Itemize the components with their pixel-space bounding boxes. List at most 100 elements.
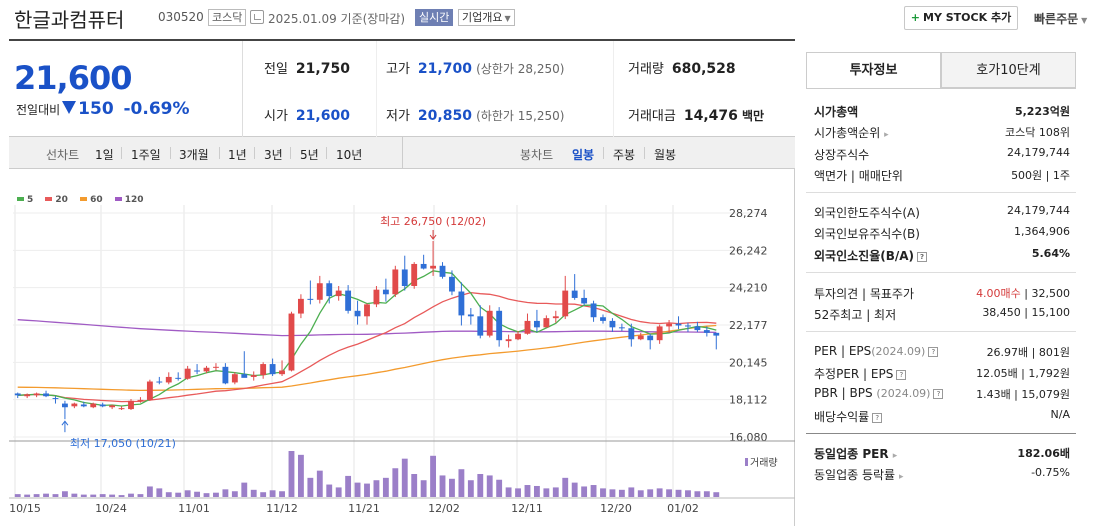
chevron-right-icon: ▸: [884, 130, 889, 140]
candle-body: [288, 313, 295, 371]
volume-bar: [524, 485, 531, 497]
pbr-year: (2024.09): [876, 387, 931, 400]
opinion-value: 4.00매수 | 32,500: [976, 287, 1070, 300]
overview-dropdown[interactable]: 기업개요 ▼: [458, 9, 515, 26]
divider: [170, 147, 171, 159]
volume-bar: [609, 489, 616, 497]
candle-body: [505, 339, 512, 342]
period-1d[interactable]: 1일: [95, 148, 114, 162]
divider: [290, 147, 291, 159]
help-icon[interactable]: ?: [896, 369, 907, 380]
down-triangle-icon: [62, 101, 77, 114]
candle-body: [241, 374, 248, 378]
x-tick-label: 10/15: [9, 502, 41, 515]
add-mystock-button[interactable]: + MY STOCK 추가: [904, 6, 1018, 30]
market-cap-label: 시가총액: [814, 105, 859, 119]
divider: [402, 137, 403, 169]
tab-invest-info[interactable]: 투자정보: [806, 52, 941, 88]
y-tick-label: 16,080: [729, 431, 768, 444]
divider: [376, 41, 377, 137]
sector-per-text: 동일업종 PER: [814, 447, 889, 461]
candle-body: [581, 297, 588, 304]
candle-body: [33, 393, 40, 396]
candle-body: [562, 290, 569, 317]
period-5y[interactable]: 5년: [300, 148, 319, 162]
volume-legend-swatch: [745, 458, 748, 466]
period-3m[interactable]: 3개월: [179, 148, 209, 162]
volume-bar: [297, 454, 304, 497]
volume-bar: [703, 491, 710, 497]
low-value: 20,850: [417, 108, 472, 124]
volume-bar: [43, 493, 49, 497]
volume-bar: [279, 491, 285, 497]
help-icon[interactable]: ?: [917, 251, 928, 262]
foreign-hold-label: 외국인보유주식수(B): [814, 227, 920, 241]
divider: [326, 147, 327, 159]
candle-body: [618, 327, 625, 329]
high-arrow-head: [429, 234, 437, 240]
legend-ma120-label: 120: [124, 195, 144, 205]
period-1y[interactable]: 1년: [228, 148, 247, 162]
volume-bar: [439, 475, 446, 497]
legend-ma20-label: 20: [55, 195, 68, 205]
candlestick-svg[interactable]: 10/15 10/24 11/01 11/12 11/21 12/02 12/11 12/20…: [9, 169, 795, 526]
divider: [644, 147, 645, 159]
help-icon[interactable]: ?: [933, 388, 944, 399]
candle-body: [43, 393, 49, 397]
chevron-right-icon: ▸: [892, 451, 898, 461]
candle-body: [175, 377, 182, 379]
est-per-value: 12.05배 | 1,792원: [976, 367, 1070, 380]
volume-bar: [694, 491, 701, 497]
volume-bar: [71, 493, 78, 497]
candle-weekly[interactable]: 주봉: [613, 148, 636, 162]
candle-body: [146, 381, 153, 400]
candle-body: [590, 303, 597, 318]
foreign-hold-value: 1,364,906: [1014, 225, 1070, 238]
stock-header: 한글과컴퓨터 030520 코스닥 2025.01.09 기준(장마감) 실시간…: [0, 0, 1104, 36]
help-icon[interactable]: ?: [872, 412, 883, 423]
dividend-value: N/A: [1050, 408, 1070, 421]
foreign-ratio-text: 외국인소진율(B/A): [814, 249, 915, 263]
volume-bar: [146, 486, 153, 497]
help-icon[interactable]: ?: [928, 346, 939, 357]
volume-bar: [685, 490, 691, 497]
volume-bar: [326, 484, 333, 497]
candle-daily[interactable]: 일봉: [572, 148, 595, 162]
high-price: 고가 21,700 (상한가 28,250): [386, 58, 564, 77]
par-label: 액면가 | 매매단위: [814, 169, 903, 183]
volume-bar: [552, 487, 559, 497]
volume-bar: [637, 490, 644, 497]
volume-bar: [515, 488, 521, 497]
period-3y[interactable]: 3년: [264, 148, 283, 162]
candle-body: [297, 298, 304, 314]
amount-value: 14,476: [683, 108, 738, 124]
candle-body: [439, 265, 446, 277]
ma-60-line: [17, 324, 717, 392]
candle-body: [335, 290, 342, 297]
candle-body: [552, 316, 559, 319]
realtime-tag[interactable]: 실시간: [415, 9, 454, 26]
listed-shares-label: 상장주식수: [814, 148, 870, 162]
volume-bar: [231, 491, 238, 497]
quick-order-menu[interactable]: 빠른주문 ▼: [1034, 10, 1087, 27]
change-value: 150: [78, 99, 114, 119]
period-10y[interactable]: 10년: [336, 148, 363, 162]
open-price: 시가 21,600: [264, 105, 350, 124]
tab-orderbook[interactable]: 호가10단계: [941, 52, 1076, 88]
sector-rate-value: -0.75%: [1031, 466, 1070, 479]
volume-bar: [213, 492, 219, 497]
amount-label: 거래대금: [628, 109, 676, 124]
volume-bar: [600, 488, 606, 497]
base-date: 2025.01.09 기준(장마감): [268, 10, 405, 27]
x-tick-label: 11/01: [178, 502, 210, 515]
candle-body: [382, 289, 389, 295]
candle-body: [80, 404, 87, 407]
y-tick-label: 24,210: [729, 282, 768, 295]
div-label-text: 배당수익률: [814, 410, 870, 424]
lower-limit-label: 하한가: [480, 109, 514, 123]
candle-body: [260, 364, 267, 376]
candle-monthly[interactable]: 월봉: [654, 148, 677, 162]
volume-bar: [647, 489, 654, 497]
y-tick-label: 22,177: [729, 319, 768, 332]
period-1w[interactable]: 1주일: [131, 148, 161, 162]
